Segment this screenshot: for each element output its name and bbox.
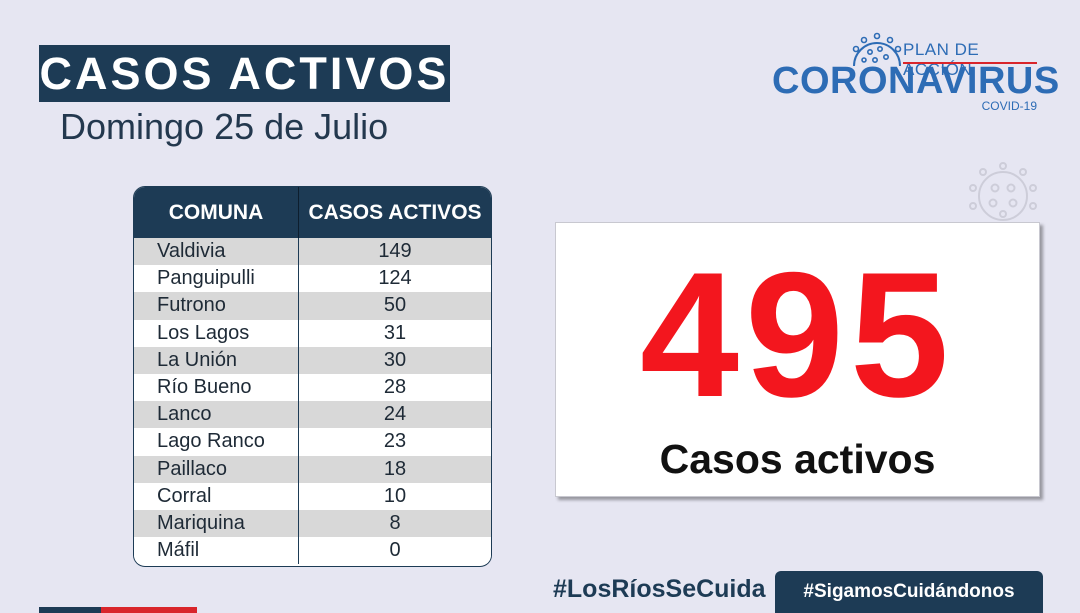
logo-covid-text: COVID-19 [981,99,1037,113]
casos-cell: 30 [383,348,407,371]
casos-cell: 10 [383,484,407,507]
hashtag-los-rios: #LosRíosSeCuida [553,575,766,603]
casos-cell: 8 [389,511,401,534]
comuna-cell: Panguipulli [134,265,299,293]
casos-cell: 24 [383,403,407,426]
header-casos-activos: CASOS ACTIVOS [308,200,482,224]
header-comuna: COMUNA [134,187,299,238]
casos-cell: 28 [383,376,407,399]
table-header: COMUNA CASOS ACTIVOS [134,187,491,238]
casos-cell: 50 [383,294,407,317]
table-row: Río Bueno 28 [134,373,491,402]
table-row: Corral 10 [134,482,491,510]
comuna-cell: La Unión [134,346,299,374]
table-row: Futrono 50 [134,292,491,320]
comuna-cell: Río Bueno [134,373,299,402]
logo-plan-text: PLAN DE ACCIÓN [903,40,980,79]
active-cases-table: COMUNA CASOS ACTIVOS Valdivia 149 Panguip… [133,186,492,567]
flag-red-segment [101,607,197,613]
casos-cell: 18 [383,457,407,480]
comuna-cell: Lanco [134,401,299,429]
virus-decoration-icon [969,162,1037,221]
total-cases-number: 495 [640,235,955,434]
table-row: Valdivia 149 [134,238,491,266]
casos-cell: 124 [378,267,412,290]
casos-cell: 149 [378,240,412,263]
table-row: La Unión 30 [134,346,491,374]
page-title: CASOS ACTIVOS [39,45,450,102]
casos-cell: 31 [383,321,407,344]
virus-icon [852,32,902,66]
casos-cell: 23 [383,430,407,453]
date-subtitle: Domingo 25 de Julio [60,106,389,147]
total-cases-card: 495 Casos activos [555,222,1040,497]
table-row: Panguipulli 124 [134,265,491,293]
table-row: Los Lagos 31 [134,319,491,347]
table-row: Lanco 24 [134,401,491,429]
comuna-cell: Futrono [134,292,299,320]
comuna-cell: Los Lagos [134,319,299,347]
total-cases-label: Casos activos [659,436,936,482]
comuna-cell: Valdivia [134,238,299,266]
casos-cell: 0 [389,539,401,562]
table-body: Valdivia 149 Panguipulli 124 Futrono 50 Los… [134,238,491,565]
table-row: Máfil 0 [134,537,491,565]
comuna-cell: Paillaco [134,455,299,483]
logo-coronavirus-text: CORONAVIRUS [772,60,1060,102]
comuna-cell: Máfil [134,537,299,565]
comuna-cell: Mariquina [134,509,299,538]
table-row: Mariquina 8 [134,509,491,538]
comuna-cell: Corral [134,482,299,510]
flag-blue-segment [39,607,101,613]
hashtag-sigamos: #SigamosCuidándonos [775,571,1043,613]
flag-stripe [39,607,197,613]
table-row: Lago Ranco 23 [134,428,491,456]
logo-underline [903,62,1037,64]
coronavirus-logo: PLAN DE ACCIÓN CORONAVIRUS COVID-19 [770,30,1059,120]
comuna-cell: Lago Ranco [134,428,299,456]
table-row: Paillaco 18 [134,455,491,483]
